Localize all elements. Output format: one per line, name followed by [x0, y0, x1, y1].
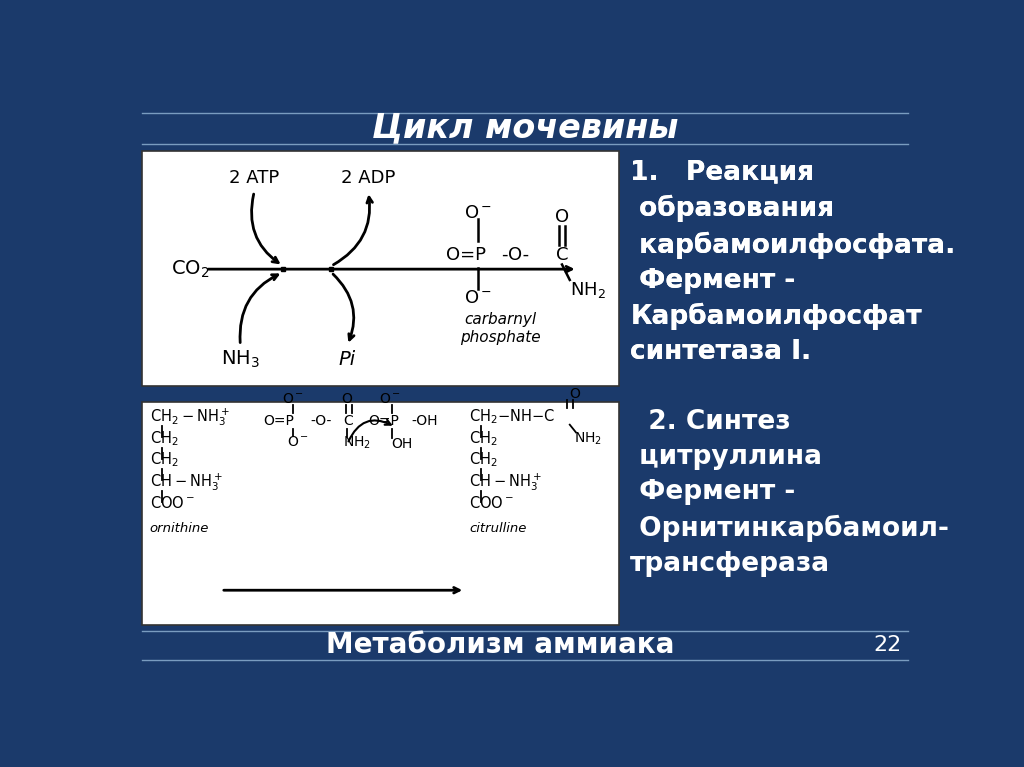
- Text: 1.   Реакция
 образования
 карбамоилфосфата.
 Фермент -
Карбамоилфосфат
синтетаз: 1. Реакция образования карбамоилфосфата.…: [630, 159, 955, 365]
- Text: O$^-$: O$^-$: [282, 392, 304, 407]
- Text: $\mathregular{NH_2}$: $\mathregular{NH_2}$: [574, 430, 602, 446]
- Text: $\mathregular{CH_2}$: $\mathregular{CH_2}$: [150, 430, 178, 448]
- Text: 2 ATP: 2 ATP: [229, 170, 280, 187]
- Text: O: O: [569, 387, 581, 401]
- Text: 2. Синтез
 цитруллина
 Фермент -
 Орнитинкарбамоил-
трансфераза: 2. Синтез цитруллина Фермент - Орнитинка…: [630, 410, 949, 577]
- Text: O$^-$: O$^-$: [464, 204, 493, 222]
- Text: $\mathregular{NH_2}$: $\mathregular{NH_2}$: [569, 280, 605, 300]
- Text: -O-: -O-: [502, 246, 529, 265]
- Text: O$^-$: O$^-$: [464, 288, 493, 307]
- Text: O: O: [555, 208, 569, 225]
- Text: O=P: O=P: [369, 414, 399, 428]
- Text: $\mathregular{COO^-}$: $\mathregular{COO^-}$: [469, 495, 514, 512]
- Text: 1.   Реакция
 образования
 карбамоилфосфата.
 Фермент -
Карбамоилфосфат
синтетаз: 1. Реакция образования карбамоилфосфата.…: [630, 159, 955, 365]
- Text: O=P: O=P: [445, 246, 485, 265]
- Text: 2 ADP: 2 ADP: [341, 170, 395, 187]
- Text: $\mathregular{CH_2}$: $\mathregular{CH_2}$: [150, 451, 178, 469]
- FancyBboxPatch shape: [142, 402, 618, 625]
- Text: O=P: O=P: [263, 414, 295, 428]
- Text: C: C: [343, 414, 353, 428]
- Bar: [281, 267, 286, 272]
- Text: $\mathregular{CH_2}$: $\mathregular{CH_2}$: [469, 451, 498, 469]
- Text: O$^-$: O$^-$: [287, 436, 309, 449]
- Text: OH: OH: [391, 437, 413, 451]
- Text: $\mathregular{CH_2}$$-$NH$-$C: $\mathregular{CH_2}$$-$NH$-$C: [469, 407, 555, 426]
- Text: $\mathregular{NH_2}$: $\mathregular{NH_2}$: [343, 434, 372, 450]
- Text: C: C: [556, 246, 568, 265]
- Text: $\mathregular{CH_2}$: $\mathregular{CH_2}$: [469, 430, 498, 448]
- Text: Pi: Pi: [339, 350, 356, 369]
- Text: $\mathregular{CH-NH_3^+}$: $\mathregular{CH-NH_3^+}$: [469, 471, 542, 492]
- Text: O: O: [341, 392, 352, 407]
- Text: $\mathregular{CO_2}$: $\mathregular{CO_2}$: [171, 258, 209, 280]
- Text: -O-: -O-: [310, 414, 332, 428]
- Text: $\mathregular{COO^-}$: $\mathregular{COO^-}$: [150, 495, 195, 512]
- Bar: [329, 267, 334, 272]
- Text: Метаболизм аммиака: Метаболизм аммиака: [326, 631, 674, 659]
- Text: ornithine: ornithine: [150, 522, 209, 535]
- Text: citrulline: citrulline: [469, 522, 526, 535]
- Text: $\mathregular{NH_3}$: $\mathregular{NH_3}$: [221, 348, 260, 370]
- Text: 22: 22: [873, 635, 901, 655]
- FancyBboxPatch shape: [142, 151, 618, 386]
- Text: O$^-$: O$^-$: [379, 392, 401, 407]
- Text: -OH: -OH: [411, 414, 437, 428]
- Text: $\mathregular{CH_2-NH_3^+}$: $\mathregular{CH_2-NH_3^+}$: [150, 406, 229, 428]
- Text: carbarnyl
phosphate: carbarnyl phosphate: [460, 311, 541, 345]
- Text: Цикл мочевины: Цикл мочевины: [372, 112, 678, 145]
- Text: $\mathregular{CH-NH_3^+}$: $\mathregular{CH-NH_3^+}$: [150, 471, 222, 492]
